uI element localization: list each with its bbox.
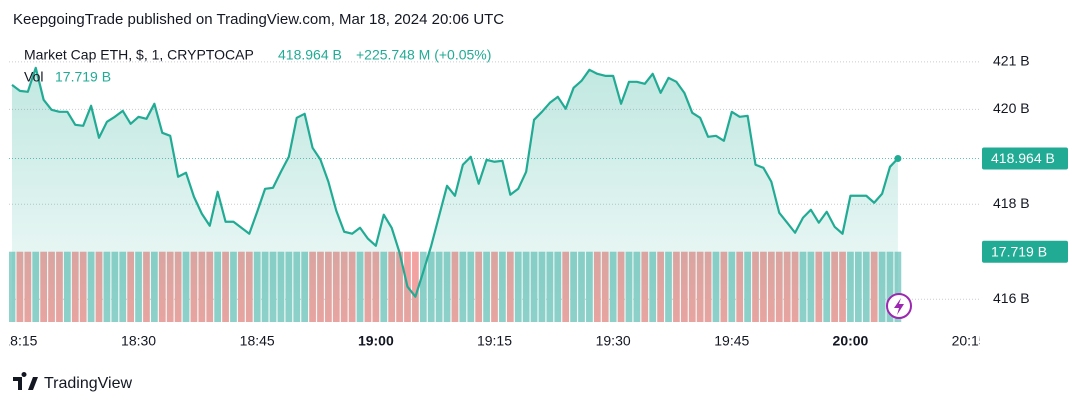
change: +225.748 M (+0.05%) (356, 47, 491, 63)
y-tick-label: 418 B (993, 195, 1030, 211)
plot-area (9, 61, 980, 322)
volume-name: Vol (24, 69, 43, 85)
lightning-icon[interactable] (886, 293, 912, 319)
last-price-label: 418.964 B (991, 150, 1055, 166)
x-tick-label: 19:45 (714, 333, 749, 349)
x-tick-label: 19:30 (596, 333, 631, 349)
brand: TradingView (44, 375, 132, 392)
volume-bar (894, 251, 902, 322)
x-tick-label: 18:30 (121, 333, 156, 349)
y-tick-label: 421 B (993, 53, 1030, 69)
x-tick-label: 18:45 (240, 333, 275, 349)
last-value: 418.964 B (278, 47, 342, 63)
x-tick-label: 20:00 (833, 333, 869, 349)
y-tick-label: 420 B (993, 100, 1030, 116)
volume-box (982, 240, 1068, 263)
x-tick-label: 18:15 (2, 333, 37, 349)
volume-bar (412, 251, 419, 322)
x-tick-label: 19:15 (477, 333, 512, 349)
volume-label: 17.719 B (991, 243, 1047, 259)
symbol: Market Cap ETH, $, 1, CRYPTOCAP (24, 47, 254, 63)
last-price-box (982, 147, 1068, 170)
y-axis: 416 B 418 B 420 B 421 B 418.964 B 17.719 B (982, 53, 1068, 306)
area-fill (12, 67, 898, 322)
x-axis: 18:15 18:30 18:45 19:00 19:15 19:30 19:45 20:00… (2, 333, 987, 349)
legend: Market Cap ETH, $, 1, CRYPTOCAP 418.964 … (24, 47, 491, 85)
attribution: KeepgoingTrade published on TradingView.… (13, 11, 504, 28)
x-tick-label: 19:00 (358, 333, 394, 349)
brand-logo (13, 372, 38, 390)
y-tick-label: 416 B (993, 290, 1030, 306)
last-point (894, 154, 902, 162)
price-line (11, 66, 899, 298)
volume-last: 17.719 B (55, 69, 111, 85)
x-tick-label: 20:15 (952, 333, 987, 349)
